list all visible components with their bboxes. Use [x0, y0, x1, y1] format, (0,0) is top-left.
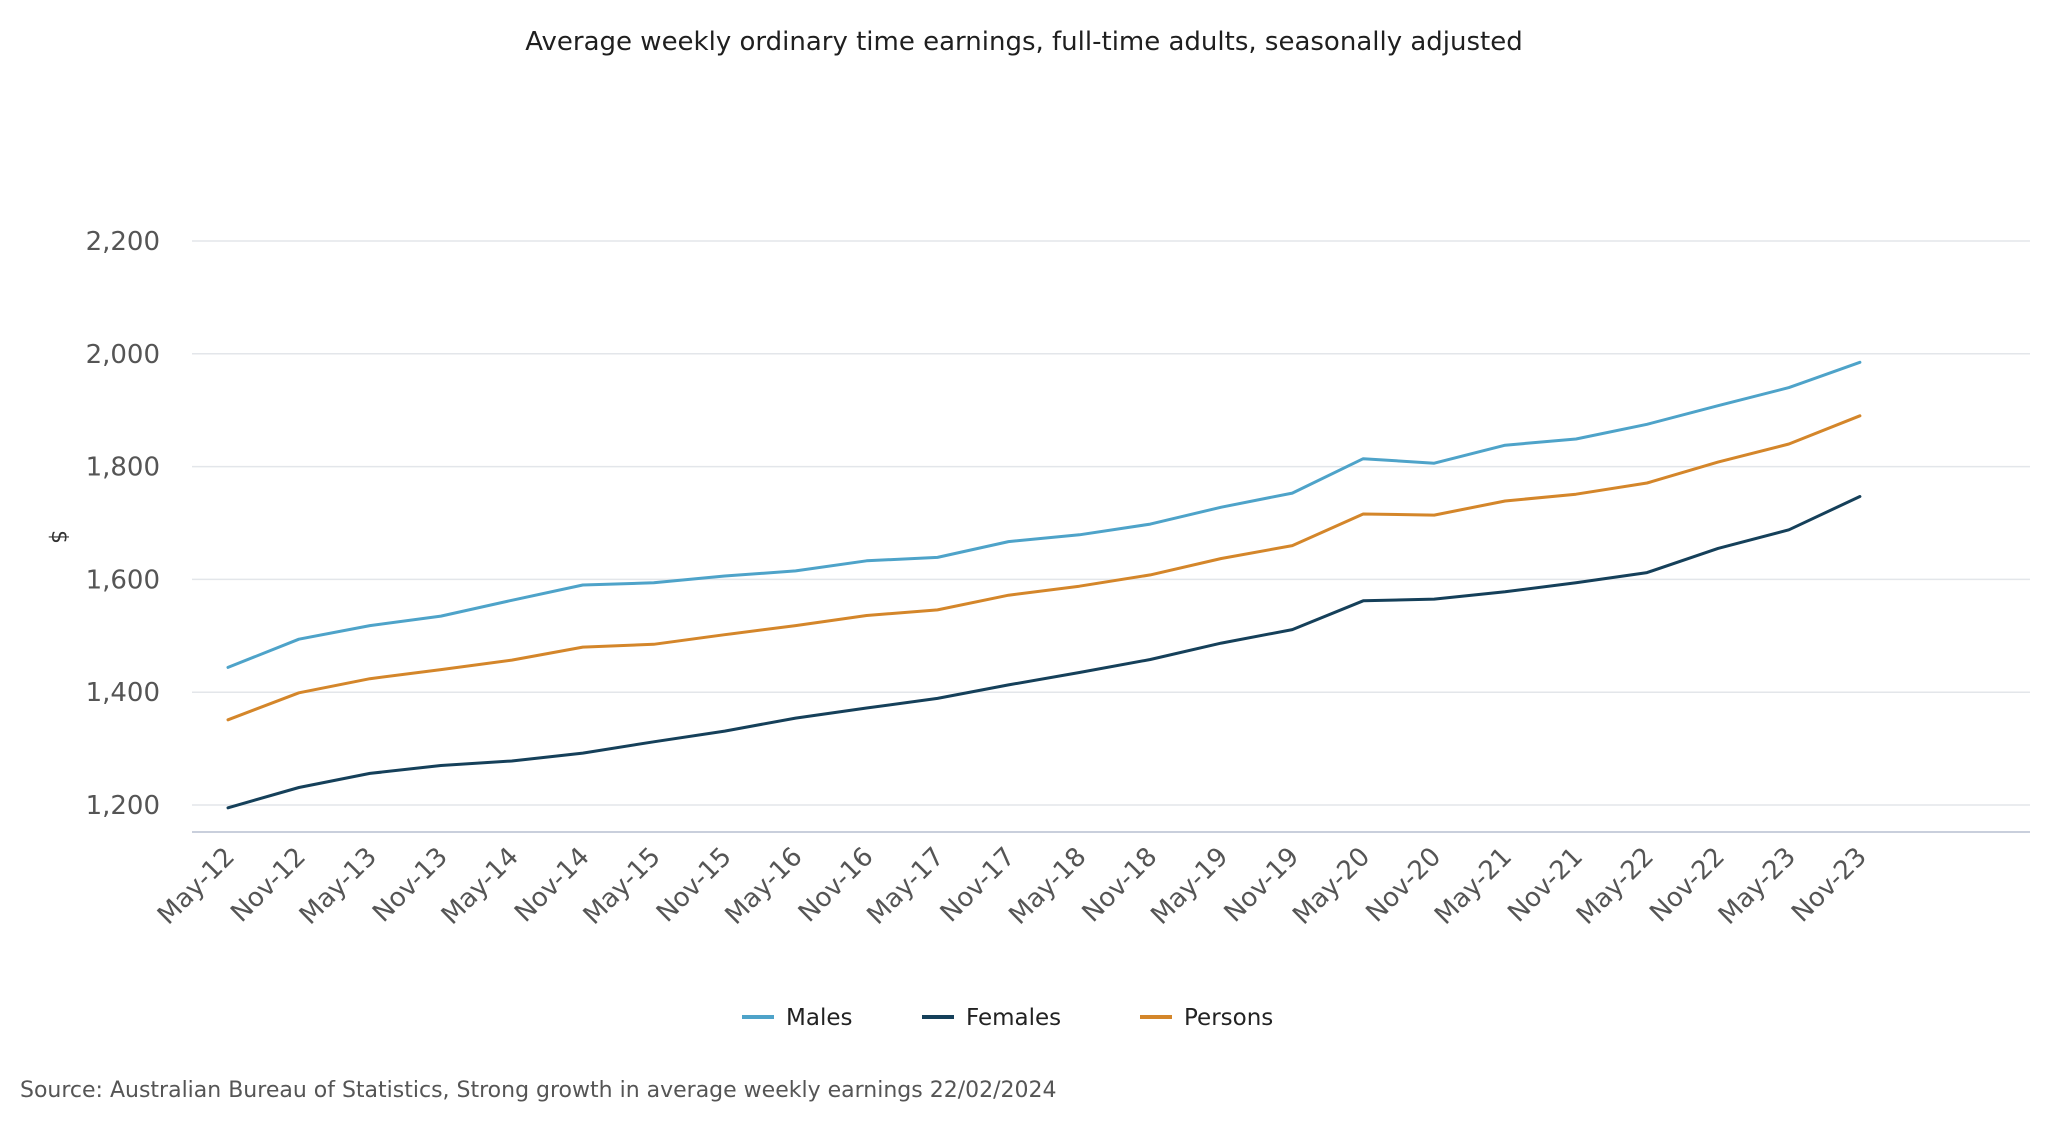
series-layer: [226, 360, 1862, 810]
source-note: Source: Australian Bureau of Statistics,…: [20, 1078, 1057, 1103]
x-tick-label: May-18: [1003, 842, 1092, 931]
series-line-males: [226, 360, 1862, 669]
x-tick-label: May-21: [1429, 842, 1518, 931]
series-line-females: [226, 495, 1862, 810]
y-tick-label: 2,200: [86, 227, 160, 257]
x-tick-label: May-15: [578, 842, 667, 931]
x-tick-label: May-14: [436, 842, 525, 931]
y-tick-label: 2,000: [86, 340, 160, 370]
x-tick-label: May-17: [862, 842, 951, 931]
y-axis: 1,200 1,400 1,600 1,800 2,000 2,200: [86, 227, 160, 821]
y-tick-label: 1,800: [86, 453, 160, 483]
legend-label-females: Females: [966, 1005, 1061, 1031]
x-tick-label: May-19: [1145, 842, 1234, 931]
grid-layer: [192, 240, 2030, 806]
chart-title: Average weekly ordinary time earnings, f…: [525, 27, 1522, 57]
y-tick-label: 1,400: [86, 678, 160, 708]
x-tick-label: May-23: [1713, 842, 1802, 931]
legend-label-males: Males: [786, 1005, 852, 1031]
x-tick-label: May-13: [294, 842, 383, 931]
y-tick-label: 1,600: [86, 565, 160, 595]
x-axis: May-12Nov-12May-13Nov-13May-14Nov-14May-…: [152, 842, 1873, 931]
x-tick-label: May-20: [1287, 842, 1376, 931]
legend: Males Females Persons: [742, 1005, 1273, 1031]
x-tick-label: May-22: [1571, 842, 1660, 931]
legend-label-persons: Persons: [1184, 1005, 1273, 1031]
y-axis-label: $: [46, 530, 71, 544]
x-tick-label: Nov-23: [1786, 842, 1873, 929]
series-line-persons: [226, 414, 1862, 722]
x-tick-label: May-12: [152, 842, 241, 931]
y-tick-label: 1,200: [86, 791, 160, 821]
x-tick-label: May-16: [720, 842, 809, 931]
